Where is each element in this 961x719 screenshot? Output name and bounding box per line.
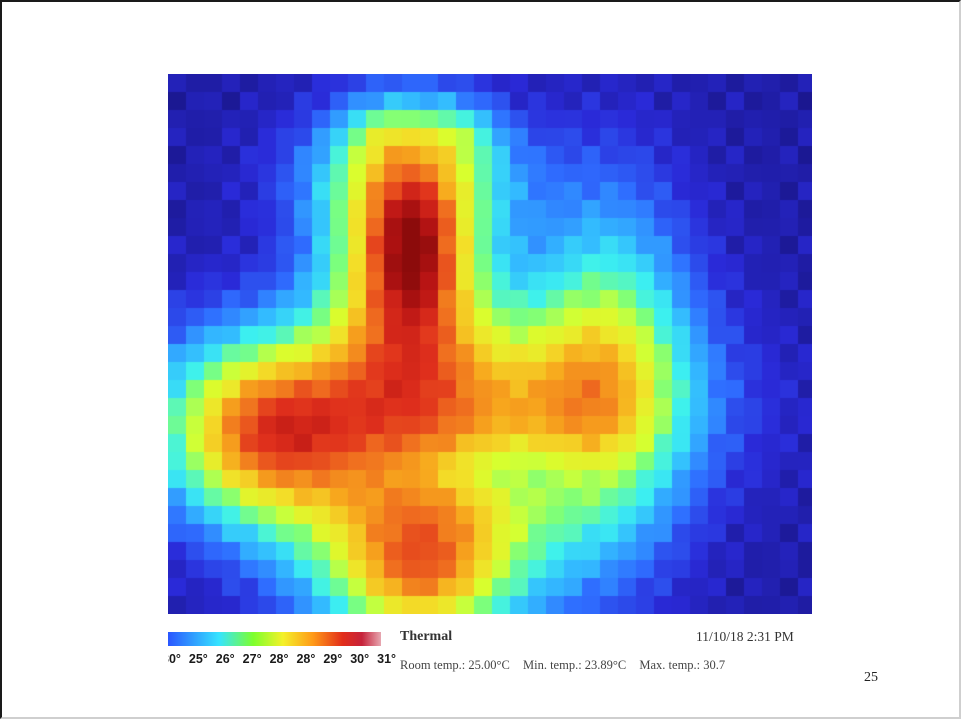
temperature-scale-bar — [168, 632, 381, 646]
room-temp-readout: Room temp.: 25.00°C — [400, 658, 510, 672]
scale-tick: 27° — [242, 652, 262, 666]
thermal-image — [168, 74, 812, 614]
capture-timestamp: 11/10/18 2:31 PM — [696, 629, 794, 644]
scale-tick: 31° — [377, 652, 397, 666]
thermal-caption: 30° 25° 26° 27° 28° 28° 29° 30° 31° Ther… — [168, 620, 812, 672]
scale-tick: 26° — [215, 652, 235, 666]
thermal-title: Thermal — [400, 629, 453, 644]
scale-tick: 30° — [168, 652, 181, 666]
scale-tick: 28° — [269, 652, 289, 666]
scale-tick: 30° — [350, 652, 370, 666]
scale-tick: 29° — [323, 652, 343, 666]
min-temp-readout: Min. temp.: 23.89°C — [523, 658, 627, 672]
scale-tick: 28° — [296, 652, 316, 666]
scale-tick: 25° — [188, 652, 208, 666]
temperature-readouts: Room temp.: 25.00°C Min. temp.: 23.89°C … — [400, 658, 735, 672]
max-temp-readout: Max. temp.: 30.7 — [639, 658, 726, 672]
thermal-heatmap — [168, 74, 812, 614]
page-number: 25 — [864, 670, 878, 685]
temperature-scale-labels: 30° 25° 26° 27° 28° 28° 29° 30° 31° — [168, 652, 401, 666]
